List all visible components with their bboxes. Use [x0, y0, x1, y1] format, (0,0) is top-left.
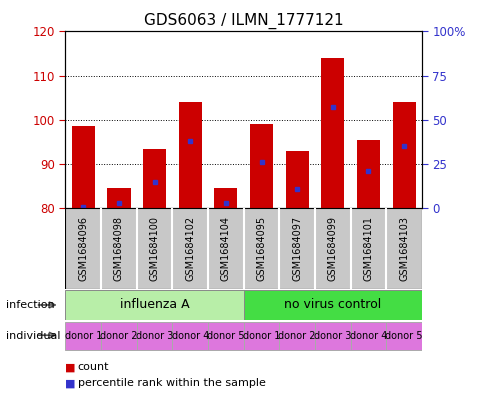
Bar [320, 58, 344, 208]
Text: no virus control: no virus control [284, 298, 381, 312]
Text: infection: infection [6, 300, 55, 310]
Text: ■: ■ [65, 378, 76, 388]
Bar [243, 321, 279, 350]
Text: donor 5: donor 5 [207, 331, 244, 341]
Bar [214, 188, 237, 208]
Bar [285, 151, 308, 208]
Bar [72, 127, 95, 208]
Bar [279, 321, 314, 350]
Text: donor 1: donor 1 [242, 331, 280, 341]
Bar [385, 321, 421, 350]
Text: GSM1684098: GSM1684098 [114, 216, 124, 281]
Text: GSM1684100: GSM1684100 [149, 216, 159, 281]
Bar [136, 321, 172, 350]
Bar [208, 321, 243, 350]
Bar [101, 321, 136, 350]
Title: GDS6063 / ILMN_1777121: GDS6063 / ILMN_1777121 [144, 13, 343, 29]
Bar [65, 290, 243, 320]
Text: donor 4: donor 4 [171, 331, 209, 341]
Text: donor 3: donor 3 [136, 331, 173, 341]
Text: GSM1684102: GSM1684102 [185, 216, 195, 281]
Bar [143, 149, 166, 208]
Bar [178, 102, 201, 208]
Bar [356, 140, 379, 208]
Text: GSM1684103: GSM1684103 [398, 216, 408, 281]
Bar [172, 321, 208, 350]
Text: ■: ■ [65, 362, 76, 373]
Text: donor 3: donor 3 [314, 331, 351, 341]
Text: donor 2: donor 2 [100, 331, 137, 341]
Text: individual: individual [6, 331, 60, 341]
Text: GSM1684097: GSM1684097 [291, 216, 302, 281]
Bar [107, 188, 130, 208]
Bar [350, 321, 385, 350]
Bar [65, 321, 101, 350]
Text: GSM1684099: GSM1684099 [327, 216, 337, 281]
Text: donor 1: donor 1 [64, 331, 102, 341]
Text: GSM1684096: GSM1684096 [78, 216, 88, 281]
Text: GSM1684104: GSM1684104 [220, 216, 230, 281]
Text: donor 4: donor 4 [349, 331, 386, 341]
Bar [243, 290, 421, 320]
Text: GSM1684095: GSM1684095 [256, 216, 266, 281]
Text: GSM1684101: GSM1684101 [363, 216, 373, 281]
Text: count: count [77, 362, 109, 373]
Text: donor 5: donor 5 [385, 331, 422, 341]
Text: influenza A: influenza A [120, 298, 189, 312]
Text: percentile rank within the sample: percentile rank within the sample [77, 378, 265, 388]
Text: donor 2: donor 2 [278, 331, 315, 341]
Bar [392, 102, 415, 208]
Bar [314, 321, 350, 350]
Bar [249, 124, 272, 208]
